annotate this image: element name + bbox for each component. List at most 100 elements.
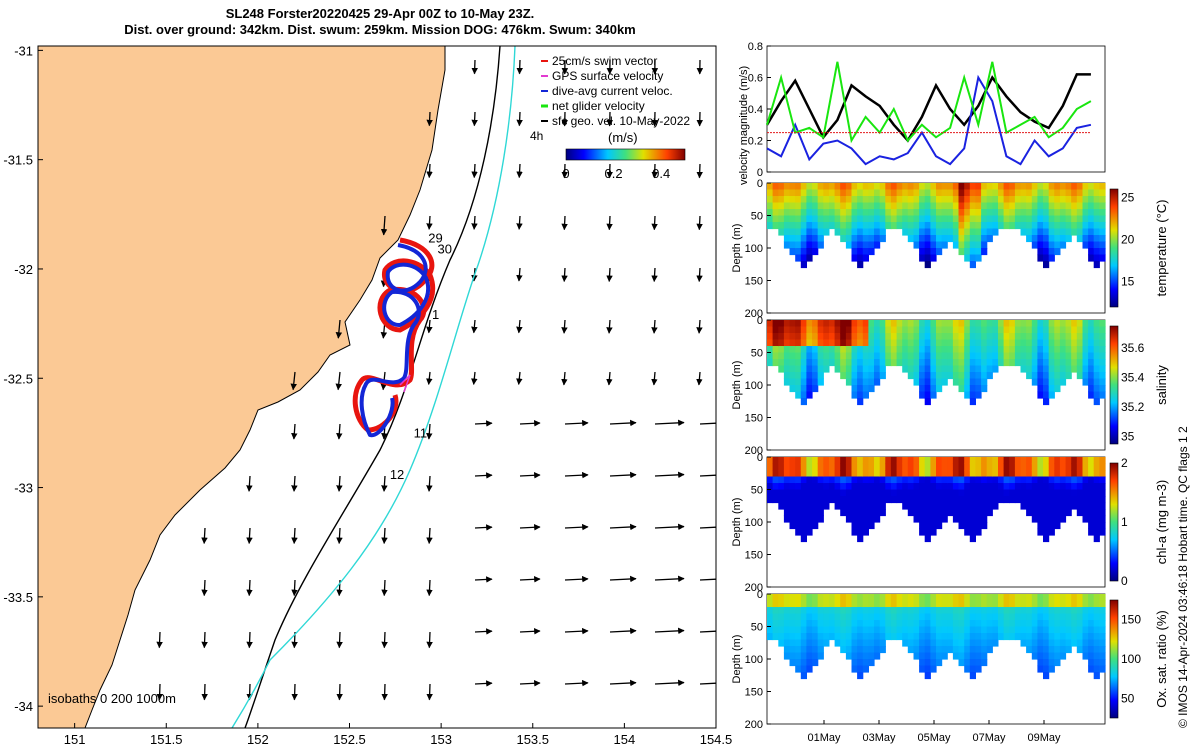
section-cell <box>919 222 926 230</box>
section-cell <box>930 365 937 373</box>
section-cell <box>767 222 774 230</box>
section-cell <box>778 352 785 360</box>
section-cell <box>964 222 971 230</box>
section-cell <box>1099 633 1106 641</box>
section-cell <box>947 496 954 504</box>
section-cell <box>1048 372 1055 380</box>
velocity-arrow <box>201 527 208 545</box>
section-cell <box>992 346 999 354</box>
section-cell <box>975 652 982 660</box>
section-cell <box>924 398 931 406</box>
section-cell <box>992 502 999 510</box>
section-cell <box>907 183 914 191</box>
section-cell <box>823 222 830 230</box>
section-cell <box>1099 659 1106 667</box>
section-cell <box>958 613 965 621</box>
section-cell <box>874 496 881 504</box>
section-cell <box>1093 261 1100 269</box>
section-cell <box>845 502 853 510</box>
section-cell <box>1059 189 1067 197</box>
section-cell <box>941 502 948 510</box>
section-cell <box>800 535 807 543</box>
section-cell <box>975 496 982 504</box>
velocity-arrow <box>519 628 541 635</box>
section-cell <box>1048 607 1055 615</box>
section-cell <box>992 476 999 484</box>
velocity-arrow <box>246 475 253 492</box>
velocity-arrow <box>519 680 541 687</box>
section-cell <box>789 509 796 517</box>
section-cell <box>795 600 802 608</box>
section-cell <box>845 476 853 484</box>
section-cell <box>857 346 864 354</box>
section-cell <box>772 196 779 204</box>
section-cell <box>868 522 875 530</box>
section-cell <box>1009 215 1016 223</box>
section-cell <box>907 228 914 236</box>
section-cell <box>789 320 796 328</box>
section-cell <box>975 320 982 328</box>
section-cell <box>885 594 892 602</box>
section-cell <box>868 639 875 647</box>
section-cell <box>1076 600 1083 608</box>
section-cell <box>1026 326 1033 334</box>
section-cell <box>975 502 982 510</box>
section-cell <box>1059 235 1067 243</box>
section-cell <box>1031 339 1038 347</box>
velocity-arrow <box>471 371 478 386</box>
section-cell <box>1059 476 1067 484</box>
section-cell <box>975 476 982 484</box>
section-cell <box>868 385 875 393</box>
section-cell <box>1037 254 1044 262</box>
section-cell <box>879 352 886 360</box>
section-cell <box>1048 522 1055 530</box>
section-cell <box>1065 359 1072 367</box>
section-cell <box>981 183 988 191</box>
section-cell <box>1037 228 1044 236</box>
section-cell <box>868 372 875 380</box>
velocity-arrow <box>516 163 523 179</box>
section-cell <box>851 352 858 360</box>
section-cell <box>806 665 813 673</box>
section-cell <box>958 476 965 484</box>
section-cell <box>907 594 914 602</box>
section-cell <box>879 607 886 615</box>
section-cell <box>817 457 824 465</box>
section-cell <box>930 594 937 602</box>
section-cell <box>913 235 920 243</box>
section-cell <box>772 222 779 230</box>
velocity-arrow <box>246 631 253 649</box>
section-cell <box>874 189 881 197</box>
section-cell <box>952 600 960 608</box>
section-cell <box>778 633 785 641</box>
section-cell <box>1026 222 1033 230</box>
section-cell <box>795 391 802 399</box>
colorbar-tick-label: 25 <box>1121 190 1135 204</box>
section-cell <box>834 626 841 634</box>
section-cell <box>1065 215 1072 223</box>
section-cell <box>795 483 802 491</box>
section-cell <box>913 620 920 628</box>
section-cell <box>969 463 976 471</box>
section-cell <box>981 522 988 530</box>
section-cell <box>885 483 892 491</box>
section-cell <box>952 483 960 491</box>
velocity-arrow <box>426 423 433 440</box>
section-cell <box>930 346 937 354</box>
section-cell <box>947 346 954 354</box>
section-cell <box>902 183 909 191</box>
depth-tick-label: 150 <box>745 276 763 288</box>
section-cell <box>1076 463 1083 471</box>
section-cell <box>1059 359 1067 367</box>
velocity-arrow <box>201 683 208 701</box>
section-cell <box>1043 659 1050 667</box>
section-cell <box>772 496 779 504</box>
section-cell <box>1082 646 1089 654</box>
section-cell <box>1048 326 1055 334</box>
section-cell <box>840 359 847 367</box>
section-cell <box>981 594 988 602</box>
section-cell <box>975 326 982 334</box>
velocity-arrow <box>426 527 433 545</box>
section-cell <box>812 209 819 217</box>
section-cell <box>862 391 869 399</box>
